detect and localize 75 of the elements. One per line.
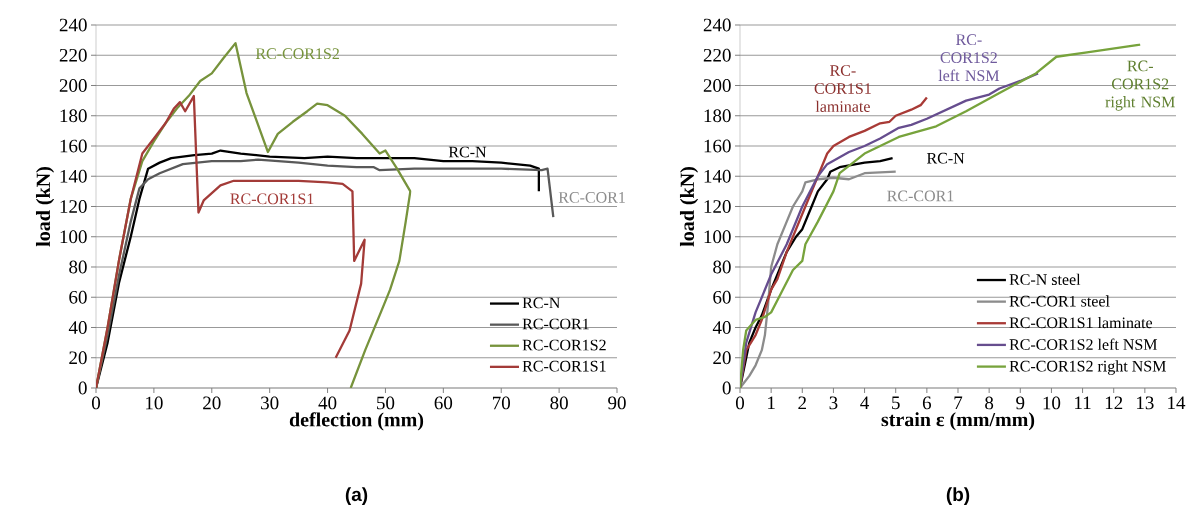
annotation: RC-N [926, 152, 965, 164]
legend-label: RC-COR1 steel [1009, 295, 1110, 307]
y-tick-label: 160 [60, 139, 87, 153]
y-axis-title: load (kN) [679, 167, 699, 247]
x-tick-label: 0 [735, 396, 745, 410]
y-tick-label: 200 [59, 79, 87, 92]
legend-label: RC-N [522, 297, 560, 309]
x-tick-label: 2 [798, 396, 806, 410]
x-tick-label: 50 [377, 396, 395, 410]
x-tick-label: 10 [146, 396, 163, 410]
x-tick-label: 9 [1016, 396, 1025, 410]
y-tick-label: 80 [69, 260, 87, 274]
y-tick-label: 120 [60, 200, 87, 213]
x-tick-label: 0 [91, 396, 101, 410]
y-tick-label: 140 [60, 169, 87, 183]
legend-label: RC-N steel [1009, 273, 1081, 285]
x-tick-label: 13 [1137, 396, 1154, 410]
legend-label: RC-COR1S1 laminate [1009, 316, 1153, 329]
y-tick-label: 20 [713, 351, 731, 365]
annotation: RC-N [448, 146, 487, 158]
x-tick-label: 11 [1075, 396, 1091, 410]
legend-label: RC-COR1S2 left NSM [1009, 338, 1158, 350]
annotation: RC-COR1S2 left NSM [938, 34, 1000, 82]
annotation: RC-COR1S1 laminate [814, 65, 871, 112]
x-tick-label: 30 [261, 396, 279, 410]
y-axis-title: load (kN) [35, 167, 55, 247]
x-tick-label: 12 [1105, 396, 1123, 410]
y-tick-label: 60 [69, 290, 87, 304]
y-tick-label: 40 [712, 321, 731, 334]
y-tick-label: 0 [722, 381, 731, 395]
y-tick-label: 180 [704, 109, 731, 123]
y-tick-label: 100 [704, 230, 731, 244]
y-tick-label: 20 [69, 351, 87, 365]
x-tick-label: 3 [829, 396, 838, 410]
x-tick-label: 40 [318, 396, 337, 410]
x-tick-label: 5 [892, 396, 900, 410]
text: (b) [946, 487, 970, 505]
y-tick-label: 40 [68, 321, 87, 334]
x-tick-label: 80 [550, 396, 568, 410]
x-tick-label: 90 [608, 396, 626, 410]
legend-label: RC-COR1S2 [522, 339, 606, 351]
annotation: RC-COR1S2 [255, 48, 339, 60]
y-tick-label: 140 [704, 169, 731, 183]
x-tick-label: 20 [203, 396, 221, 410]
x-tick-label: 10 [1043, 396, 1061, 410]
x-tick-label: 1 [768, 396, 775, 410]
annotation: RC-COR1S2 right NSM [1105, 60, 1175, 111]
legend-label: RC-COR1S1 [522, 360, 606, 372]
x-axis-title: strain ε (mm/mm) [881, 412, 1035, 431]
y-tick-label: 100 [60, 230, 87, 244]
y-tick-label: 220 [703, 48, 731, 62]
x-tick-label: 14 [1168, 396, 1186, 410]
y-tick-label: 80 [713, 260, 731, 274]
legend-label: RC-COR1 [522, 318, 589, 330]
x-tick-label: 4 [860, 396, 870, 410]
legend-label: RC-COR1S2 right NSM [1009, 360, 1166, 375]
x-tick-label: 60 [434, 396, 453, 410]
annotation: RC-COR1S1 [230, 193, 314, 205]
y-tick-label: 220 [59, 48, 87, 62]
y-tick-label: 200 [703, 79, 731, 92]
x-tick-label: 8 [985, 396, 994, 410]
x-axis-title: deflection (mm) [289, 412, 424, 431]
y-tick-label: 60 [713, 290, 731, 304]
y-tick-label: 240 [703, 18, 731, 32]
x-tick-label: 6 [922, 396, 932, 410]
x-tick-label: 70 [492, 396, 510, 410]
y-tick-label: 180 [60, 109, 87, 123]
annotation: RC-COR1 [558, 192, 625, 203]
text: (a) [345, 487, 368, 505]
y-tick-label: 240 [59, 18, 87, 32]
y-tick-label: 160 [704, 139, 731, 153]
annotation: RC-COR1 [887, 190, 954, 202]
x-tick-label: 7 [954, 396, 963, 409]
y-tick-label: 120 [704, 200, 731, 213]
y-tick-label: 0 [78, 381, 87, 395]
